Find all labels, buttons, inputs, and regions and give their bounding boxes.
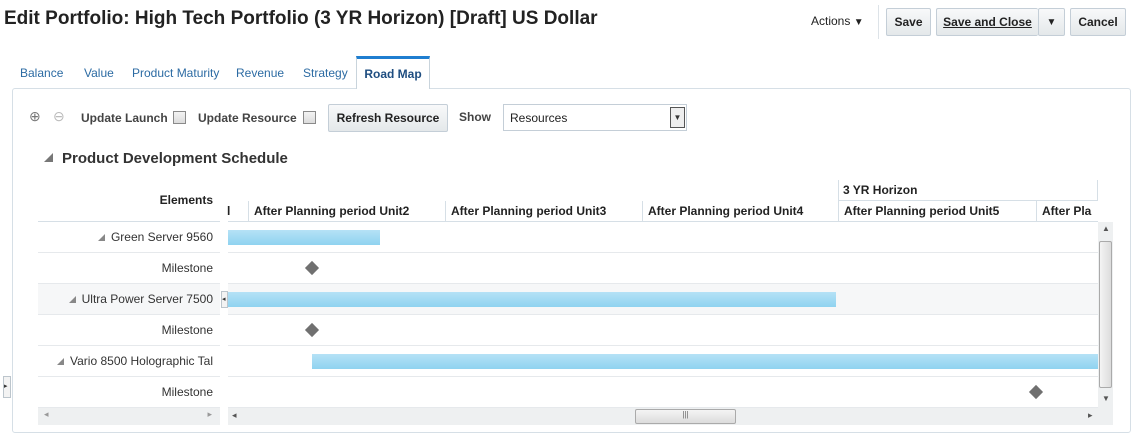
tab-strategy[interactable]: Strategy	[303, 66, 348, 80]
scroll-left-icon[interactable]: ◂	[44, 409, 49, 419]
chart-row	[228, 377, 1098, 408]
scroll-right-icon[interactable]: ▸	[207, 409, 212, 419]
expand-triangle-icon[interactable]	[97, 234, 105, 241]
row-label: Milestone	[161, 323, 213, 337]
chart-horizontal-scrollbar[interactable]: ◂ ||| ▸	[228, 408, 1113, 425]
group-header: 3 YR Horizon	[838, 180, 1098, 201]
tab-value[interactable]: Value	[84, 66, 114, 80]
horizontal-scroll-thumb[interactable]: |||	[635, 409, 736, 424]
save-options-dropdown[interactable]: ▼	[1038, 8, 1065, 36]
milestone-row[interactable]: Milestone	[38, 253, 220, 284]
column-header: After Planning period Unit4	[642, 201, 838, 222]
column-header: After Planning period Unit2	[248, 201, 445, 222]
task-bar[interactable]	[312, 354, 1098, 369]
task-row[interactable]: Green Server 9560	[38, 222, 220, 253]
row-label: Vario 8500 Holographic Tal	[70, 354, 213, 368]
milestone-row[interactable]: Milestone	[38, 377, 220, 408]
chevron-down-icon: ▼	[853, 17, 864, 28]
task-bar[interactable]	[228, 292, 836, 307]
row-label: Milestone	[161, 385, 213, 399]
chart-row	[228, 253, 1098, 284]
update-resource-label: Update Resource	[198, 111, 297, 125]
expand-triangle-icon[interactable]	[57, 358, 65, 365]
tab-road-map[interactable]: Road Map	[356, 56, 430, 89]
vertical-scrollbar[interactable]: ▲ ▼	[1098, 222, 1113, 408]
tab-revenue[interactable]: Revenue	[236, 66, 285, 80]
left-horizontal-scrollbar[interactable]: ◂ ▸	[38, 408, 220, 425]
header-divider	[228, 221, 1098, 222]
splitter-handle[interactable]: ◂	[221, 291, 228, 308]
vertical-scroll-thumb[interactable]	[1099, 241, 1112, 388]
elements-header: Elements	[38, 180, 220, 222]
scroll-down-icon[interactable]: ▼	[1102, 394, 1110, 403]
chevron-down-icon: ▼	[1046, 16, 1057, 28]
actions-label: Actions	[811, 14, 851, 28]
cancel-button[interactable]: Cancel	[1070, 8, 1126, 36]
tab-balance[interactable]: Balance	[20, 66, 64, 80]
column-header: l	[227, 204, 231, 218]
zoom-out-icon[interactable]: ⊖	[53, 108, 65, 124]
row-label: Green Server 9560	[110, 230, 213, 244]
save-and-close-button[interactable]: Save and Close	[936, 8, 1038, 36]
collapse-section-icon[interactable]	[44, 153, 53, 162]
column-header: After Planning period Unit3	[445, 201, 642, 222]
expand-panel-handle[interactable]: ▸	[3, 376, 11, 398]
row-label: Milestone	[161, 261, 213, 275]
zoom-in-icon[interactable]: ⊕	[29, 108, 41, 124]
section-title: Product Development Schedule	[62, 150, 288, 167]
save-button[interactable]: Save	[886, 8, 931, 36]
update-launch-checkbox[interactable]	[173, 111, 186, 124]
chevron-down-icon[interactable]: ▼	[670, 107, 685, 128]
tab-product-maturity[interactable]: Product Maturity	[132, 66, 220, 80]
update-resource-checkbox[interactable]	[303, 111, 316, 124]
scroll-up-icon[interactable]: ▲	[1102, 224, 1110, 233]
update-launch-label: Update Launch	[81, 111, 168, 125]
task-row[interactable]: Ultra Power Server 7500	[38, 284, 220, 315]
show-select[interactable]: Resources ▼	[503, 104, 687, 131]
show-select-value: Resources	[510, 111, 568, 125]
task-bar[interactable]	[228, 230, 380, 245]
refresh-resource-button[interactable]: Refresh Resource	[328, 104, 448, 132]
actions-menu[interactable]: Actions ▼	[811, 14, 864, 28]
expand-triangle-icon[interactable]	[68, 296, 76, 303]
row-label: Ultra Power Server 7500	[81, 292, 213, 306]
column-header: After Pla	[1036, 201, 1098, 222]
show-label: Show	[459, 110, 491, 124]
task-row[interactable]: Vario 8500 Holographic Tal	[38, 346, 220, 377]
scroll-left-icon[interactable]: ◂	[232, 410, 237, 420]
milestone-row[interactable]: Milestone	[38, 315, 220, 346]
column-header: After Planning period Unit5	[838, 201, 1036, 222]
toolbar-divider	[878, 5, 879, 39]
page-title: Edit Portfolio: High Tech Portfolio (3 Y…	[4, 8, 598, 29]
chart-row	[228, 315, 1098, 346]
scroll-right-icon[interactable]: ▸	[1088, 410, 1093, 420]
